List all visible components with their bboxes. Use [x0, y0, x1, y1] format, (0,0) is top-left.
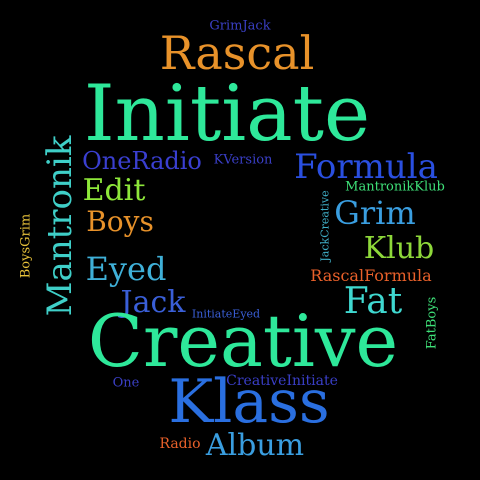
word-initiateeyed: InitiateEyed: [191, 307, 261, 321]
word-grim: Grim: [334, 194, 416, 232]
word-jackcreative: JackCreative: [318, 190, 332, 262]
word-boys: Boys: [86, 205, 154, 238]
word-edit: Edit: [82, 173, 146, 208]
word-mantronik: Mantronik: [40, 135, 80, 317]
word-jack: Jack: [120, 285, 186, 320]
word-radio: Radio: [159, 436, 201, 452]
word-rascalformula: RascalFormula: [310, 266, 432, 285]
word-klass: Klass: [168, 367, 330, 437]
word-album: Album: [205, 428, 305, 463]
word-one: One: [112, 375, 140, 391]
word-grimjack: GrimJack: [209, 18, 271, 34]
word-initiate: Initiate: [83, 69, 371, 159]
word-creativeinitiate: CreativeInitiate: [226, 373, 338, 389]
word-fat: Fat: [343, 281, 403, 322]
word-kversion: KVersion: [213, 152, 273, 168]
word-boysgrim: BoysGrim: [18, 213, 34, 279]
word-klub: Klub: [363, 231, 435, 266]
word-rascal: Rascal: [159, 26, 315, 80]
word-mantronikklub: MantronikKlub: [345, 179, 445, 195]
word-eyed: Eyed: [85, 250, 167, 288]
word-fatboys: FatBoys: [424, 296, 440, 350]
word-creative: Creative: [87, 299, 399, 383]
word-oneradio: OneRadio: [82, 147, 202, 175]
word-formula: Formula: [294, 147, 438, 187]
